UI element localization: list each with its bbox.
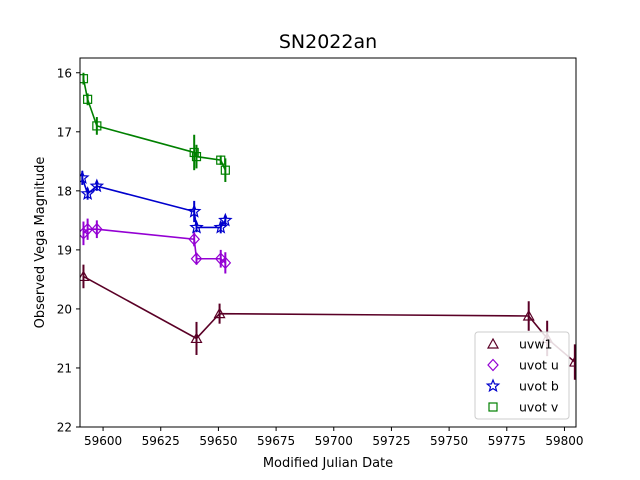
x-tick-label: 59600	[84, 434, 122, 448]
series-uvot-v	[80, 72, 230, 182]
legend-marker	[485, 378, 501, 393]
y-tick-label: 21	[57, 361, 72, 375]
legend-entry: uvot v	[488, 400, 559, 415]
data-point	[91, 222, 103, 236]
x-tick-label: 59725	[372, 434, 410, 448]
data-point	[80, 270, 90, 282]
legend-marker	[487, 358, 499, 372]
data-point	[190, 332, 203, 344]
y-tick-label: 16	[57, 66, 72, 80]
y-axis-label: Observed Vega Magnitude	[33, 157, 48, 329]
y-tick-label: 18	[57, 184, 72, 198]
legend-label: uvw1	[519, 337, 553, 352]
data-point	[218, 212, 233, 227]
legend-marker	[486, 337, 500, 349]
legend-label: uvot u	[519, 358, 559, 373]
x-tick-label: 59750	[430, 434, 468, 448]
x-tick-label: 59675	[257, 434, 295, 448]
data-point	[522, 309, 535, 321]
data-point	[92, 121, 102, 131]
x-tick-label: 59775	[488, 434, 526, 448]
legend-label: uvot v	[519, 400, 559, 415]
data-point	[220, 165, 230, 175]
data-point	[190, 252, 203, 266]
data-point	[80, 74, 89, 84]
data-point	[213, 307, 226, 319]
data-point	[80, 186, 95, 200]
legend-box	[474, 331, 570, 420]
data-point	[213, 219, 228, 234]
data-point	[81, 222, 94, 236]
series-uvot-u	[80, 218, 232, 274]
x-tick-label: 59625	[142, 434, 180, 448]
y-axis-ticks: 16 17 18 19 20 21 22	[57, 66, 80, 435]
x-tick-label: 59650	[199, 434, 237, 448]
legend: uvw1 uvot u uvot b uvot v	[474, 331, 570, 420]
data-point	[80, 170, 90, 185]
y-tick-label: 19	[57, 243, 72, 257]
data-point	[191, 151, 202, 162]
y-tick-label: 20	[57, 302, 72, 316]
x-tick-label: 59800	[545, 434, 583, 448]
y-tick-label: 17	[57, 125, 72, 139]
x-axis-ticks: 59600 59625 59650 59675 59700 59725 59750 59775…	[84, 427, 584, 448]
series-uvot-b	[80, 170, 233, 234]
legend-entry: uvot b	[485, 378, 559, 394]
legend-entry: uvot u	[487, 358, 559, 373]
data-point	[188, 232, 201, 246]
data-point	[89, 178, 105, 193]
plot-frame	[79, 57, 577, 428]
x-axis-label: Modified Julian Date	[263, 456, 393, 471]
chart-title: SN2022an	[279, 31, 377, 53]
data-point	[219, 256, 232, 270]
x-tick-label: 59700	[315, 434, 353, 448]
data-point	[214, 252, 227, 266]
data-point	[189, 219, 204, 234]
legend-entry: uvw1	[486, 337, 553, 352]
data-point	[83, 94, 93, 104]
data-point	[186, 203, 202, 218]
legend-marker	[488, 402, 498, 412]
y-tick-label: 22	[57, 421, 72, 435]
legend-label: uvot b	[519, 379, 559, 394]
data-point	[568, 355, 576, 367]
